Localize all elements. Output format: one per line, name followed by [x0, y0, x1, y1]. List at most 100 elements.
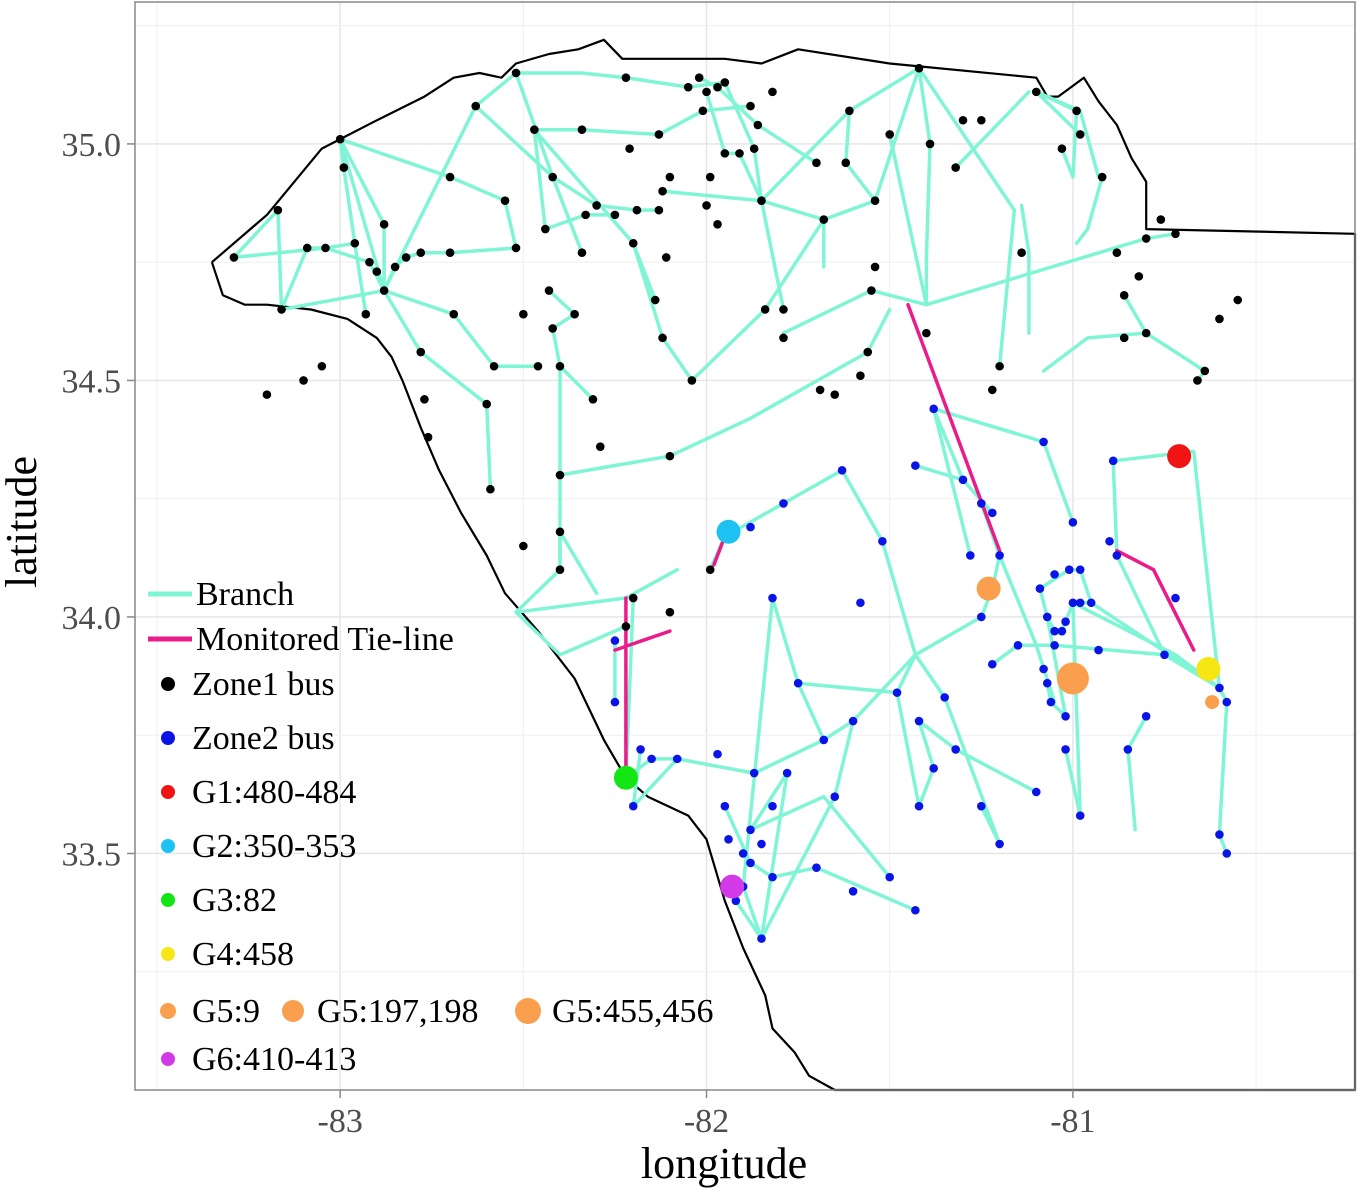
- zone1-bus: [519, 541, 528, 551]
- zone1-bus: [555, 470, 565, 480]
- zone1-bus: [661, 253, 671, 262]
- branch: [532, 127, 617, 231]
- zone1-bus: [654, 205, 664, 215]
- zone1-bus: [489, 361, 499, 371]
- zone1-bus: [702, 87, 711, 97]
- zone2-bus: [958, 475, 968, 485]
- zone2-bus: [1035, 584, 1045, 593]
- zone2-bus: [731, 896, 741, 906]
- zone2-bus: [1222, 697, 1232, 707]
- zone2-bus: [1042, 612, 1052, 622]
- zone2-bus: [830, 792, 840, 802]
- zone2-bus: [1042, 678, 1052, 688]
- generator-g6: [720, 874, 745, 899]
- zone1-bus: [621, 622, 631, 631]
- zone1-bus: [372, 267, 382, 276]
- zone2-bus: [713, 749, 722, 759]
- y-axis-title: latitude: [0, 456, 46, 588]
- zone2-bus: [793, 678, 803, 688]
- branch: [1019, 203, 1031, 335]
- zone2-bus: [1215, 830, 1224, 839]
- legend-label-g5-0: G5:9: [192, 993, 260, 1030]
- branch: [232, 208, 357, 312]
- zone2-bus: [911, 461, 920, 470]
- x-tick-label: -81: [1050, 1103, 1095, 1140]
- generator-g4: [1196, 656, 1221, 681]
- zone1-bus: [665, 607, 675, 617]
- zone1-bus: [570, 309, 579, 319]
- zone1-bus: [335, 134, 345, 144]
- zone1-bus: [1017, 248, 1026, 258]
- generator-points: [613, 444, 1221, 899]
- zone2-bus: [1057, 626, 1067, 636]
- branch: [917, 66, 1017, 368]
- zone1-bus: [687, 376, 697, 385]
- branch: [917, 66, 932, 146]
- zone1-bus: [302, 243, 312, 253]
- zone2-bus: [1061, 745, 1070, 754]
- zone2-bus: [977, 612, 986, 622]
- y-tick-label: 33.5: [62, 836, 122, 873]
- zone1-bus: [815, 385, 825, 395]
- legend-key-g4: [161, 947, 175, 961]
- legend-label-g4: G4:458: [192, 936, 294, 973]
- zone1-bus: [277, 305, 286, 314]
- zone1-bus: [511, 243, 521, 253]
- zone1-bus: [841, 158, 851, 168]
- zone1-bus: [350, 238, 360, 248]
- branch: [660, 66, 921, 203]
- zone1-bus: [533, 361, 543, 371]
- zone1-bus: [658, 186, 667, 196]
- zone2-bus: [1086, 598, 1096, 608]
- zone1-bus: [650, 295, 660, 305]
- zone2-bus: [757, 839, 766, 849]
- tie-line: [613, 629, 672, 652]
- zone2-bus: [1039, 437, 1048, 447]
- zone1-bus: [420, 395, 429, 404]
- y-axis-ticks: 33.5 34.0 34.5 35.0: [62, 127, 135, 873]
- zone2-bus: [856, 598, 865, 608]
- zone2-bus: [1050, 626, 1059, 636]
- zone1-bus: [1141, 328, 1151, 338]
- grid-lines: [135, 2, 1355, 1090]
- branch: [763, 66, 921, 312]
- zone1-bus: [705, 565, 715, 574]
- zone2-bus: [1031, 787, 1041, 797]
- zone1-bus: [423, 432, 433, 442]
- zone2-bus: [892, 688, 902, 697]
- zone1-bus: [819, 215, 829, 224]
- zone2-bus: [1171, 593, 1180, 603]
- x-tick-label: -82: [684, 1103, 729, 1140]
- zone1-bus: [321, 243, 330, 253]
- zone2-bus: [848, 887, 858, 896]
- branch: [887, 132, 929, 307]
- zone1-bus: [1134, 272, 1144, 281]
- zone2-bus: [1112, 551, 1122, 560]
- zone2-bus: [911, 905, 920, 915]
- zone2-bus: [995, 839, 1004, 849]
- zone1-bus: [555, 565, 565, 574]
- zone1-bus: [870, 196, 880, 205]
- zone2-bus: [757, 934, 766, 943]
- zone1-bus: [541, 224, 550, 234]
- generator-g1: [1167, 444, 1192, 469]
- zone1-bus: [511, 68, 521, 78]
- zone1-bus: [548, 324, 557, 333]
- zone2-bus: [1075, 598, 1085, 608]
- zone2-bus: [1068, 518, 1078, 527]
- zone1-bus: [1215, 314, 1224, 324]
- generator-g3: [613, 765, 638, 790]
- zone1-bus: [1193, 376, 1202, 385]
- zone2-bus: [1105, 536, 1114, 546]
- zone1-bus: [987, 385, 997, 395]
- legend-key-g3: [161, 893, 175, 907]
- zone1-bus: [665, 451, 675, 461]
- legend: Branch Monitored Tie-line Zone1 bus Zone2 b…: [148, 576, 714, 1078]
- x-axis-title: longitude: [641, 1139, 807, 1188]
- branch: [913, 463, 965, 482]
- branch: [704, 90, 764, 203]
- legend-key-zone2: [161, 731, 175, 745]
- zone1-bus: [555, 527, 565, 537]
- branch: [953, 90, 1031, 170]
- zone2-bus: [878, 536, 887, 546]
